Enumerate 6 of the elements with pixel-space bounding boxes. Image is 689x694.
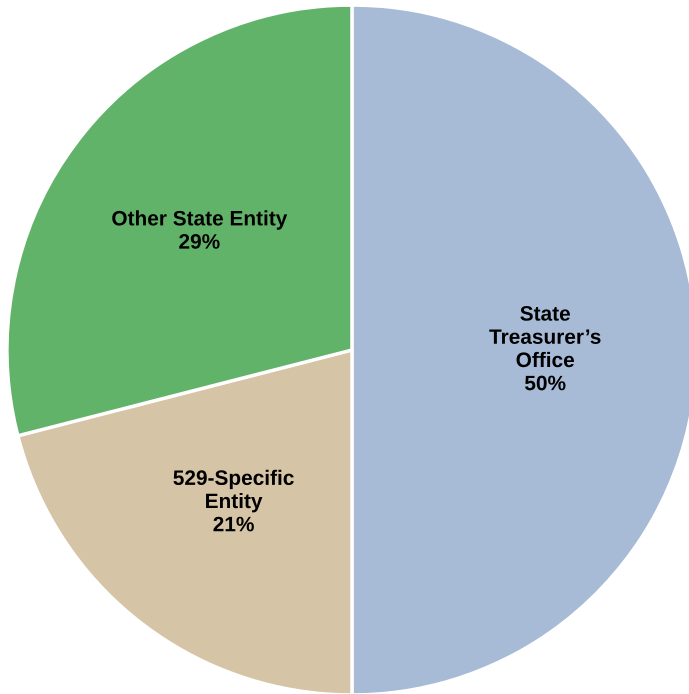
slice-label: State Treasurer’s Office xyxy=(489,306,601,368)
slice-label: Other State Entity xyxy=(112,210,288,230)
slice-label: 529-Specific Entity xyxy=(173,470,294,512)
data-label: 29% xyxy=(179,234,220,249)
data-label: 50% xyxy=(524,376,566,390)
data-label: 21% xyxy=(213,516,254,532)
